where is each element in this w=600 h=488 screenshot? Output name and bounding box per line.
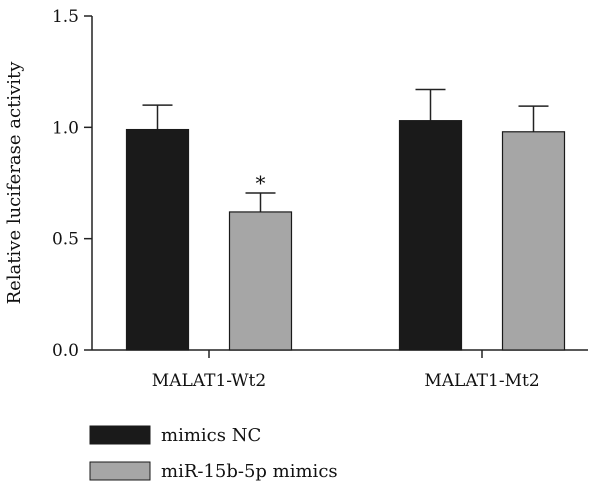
x-axis: MALAT1-Wt2 MALAT1-Mt2 bbox=[92, 349, 588, 391]
bar bbox=[501, 131, 566, 351]
y-tick-label: 1.5 bbox=[52, 7, 79, 27]
y-tick-label: 0.5 bbox=[52, 230, 79, 250]
bar bbox=[125, 128, 190, 351]
y-tick-label: 0.0 bbox=[52, 341, 79, 361]
legend: mimics NC miR-15b-5p mimics bbox=[89, 425, 338, 482]
bar-series-group bbox=[125, 88, 566, 351]
legend-swatch bbox=[89, 461, 151, 481]
legend-label: mimics NC bbox=[161, 425, 261, 446]
bar bbox=[398, 120, 463, 351]
x-tick-label: MALAT1-Mt2 bbox=[424, 371, 539, 391]
annotation-group: * bbox=[256, 171, 266, 195]
y-tick-label: 1.0 bbox=[52, 118, 79, 138]
legend-swatch bbox=[89, 425, 151, 445]
y-axis-label: Relative luciferase activity bbox=[4, 61, 25, 305]
y-axis: 0.0 0.5 1.0 1.5 bbox=[52, 7, 93, 361]
significance-marker: * bbox=[256, 171, 266, 195]
legend-label: miR-15b-5p mimics bbox=[161, 461, 338, 482]
bar bbox=[228, 211, 293, 351]
x-tick-label: MALAT1-Wt2 bbox=[152, 371, 266, 391]
